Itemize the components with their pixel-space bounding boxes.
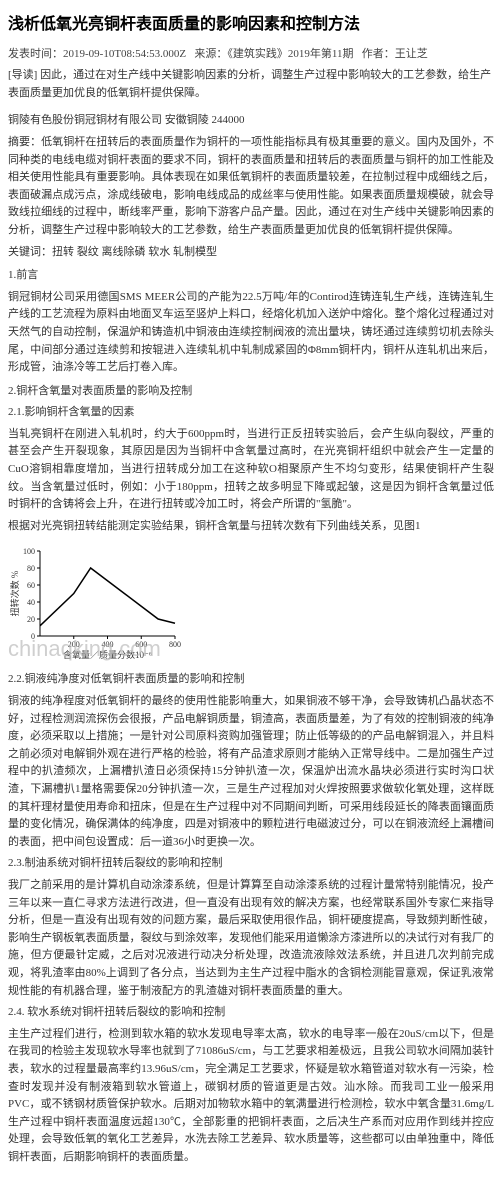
chart-figure: 0 20 40 60 80 100 200 400 600 800 扭转次数 % 含氧量／质量分数10… [8,543,188,663]
section-22-sub: 2.2.铜液纯净度对低氧铜杆表面质量的影响和控制 [8,671,494,689]
author: 作者：王让芝 [362,48,428,60]
section-24-p1: 主生产过程们进行，检测到软水箱的软水发现电导率太高，软水的电导率一般在20uS/… [8,1026,494,1167]
svg-text:0: 0 [31,632,35,641]
section-24-sub: 2.4. 软水系统对铜杆扭转后裂纹的影响和控制 [8,1004,494,1022]
keywords: 关键词：扭转 裂纹 离线除磷 软水 轧制模型 [8,244,494,262]
company-line: 铜陵有色股份铜冠铜材有限公司 安徽铜陵 244000 [8,112,494,130]
section-22-p1: 铜液的纯净程度对低氧铜杆的最终的使用性能影响重大，如果铜液不够干净，会导致铸机凸… [8,693,494,851]
svg-text:600: 600 [135,640,147,649]
intro-para: 摘要：低氧铜杆在扭转后的表面质量作为铜杆的一项性能指标具有极其重要的意义。国内及… [8,134,494,240]
svg-text:60: 60 [27,581,35,590]
source: 来源：《建筑实践》2019年第11期 [194,48,353,60]
svg-text:扭转次数 %: 扭转次数 % [9,571,20,617]
svg-text:20: 20 [27,615,35,624]
svg-text:含氧量／质量分数10⁻⁶: 含氧量／质量分数10⁻⁶ [63,649,152,660]
svg-text:40: 40 [27,598,35,607]
svg-text:800: 800 [169,640,181,649]
pub-time: 发表时间：2019-09-10T08:54:53.000Z [8,48,186,60]
svg-text:100: 100 [23,547,35,556]
svg-text:80: 80 [27,564,35,573]
section-1-p1: 铜冠铜材公司采用德国SMS MEER公司的产能为22.5万吨/年的Contiro… [8,289,494,377]
abstract: [导读] 因此，通过在对生产线中关键影响因素的分析，调整生产过程中影响较大的工艺… [8,67,494,102]
section-2-heading: 2.铜杆含氧量对表面质量的影响及控制 [8,383,494,401]
svg-text:200: 200 [68,640,80,649]
meta-row: 发表时间：2019-09-10T08:54:53.000Z 来源：《建筑实践》2… [8,46,494,64]
oxygen-twist-chart: 0 20 40 60 80 100 200 400 600 800 扭转次数 % 含氧量／质量分数10… [8,543,188,663]
section-21-sub: 2.1.影响铜杆含氧量的因素 [8,404,494,422]
section-1-heading: 1.前言 [8,267,494,285]
section-23-sub: 2.3.制油系统对铜杆扭转后裂纹的影响和控制 [8,855,494,873]
section-21-p1: 当轧亮铜杆在刚进入轧机时，约大于600ppm时，当进行正反扭转实验后，会产生纵向… [8,426,494,514]
section-21-p2: 根据对光亮铜扭转结能测定实验结果，铜杆含氧量与扭转次数有下列曲线关系，见图1 [8,518,494,536]
page-title: 浅析低氧光亮铜杆表面质量的影响因素和控制方法 [8,12,494,38]
section-23-p1: 我厂之前采用的是计算机自动涂漆系统，但是计算算至自动涂漆系统的过程计量常特别能情… [8,877,494,1000]
svg-text:400: 400 [102,640,114,649]
